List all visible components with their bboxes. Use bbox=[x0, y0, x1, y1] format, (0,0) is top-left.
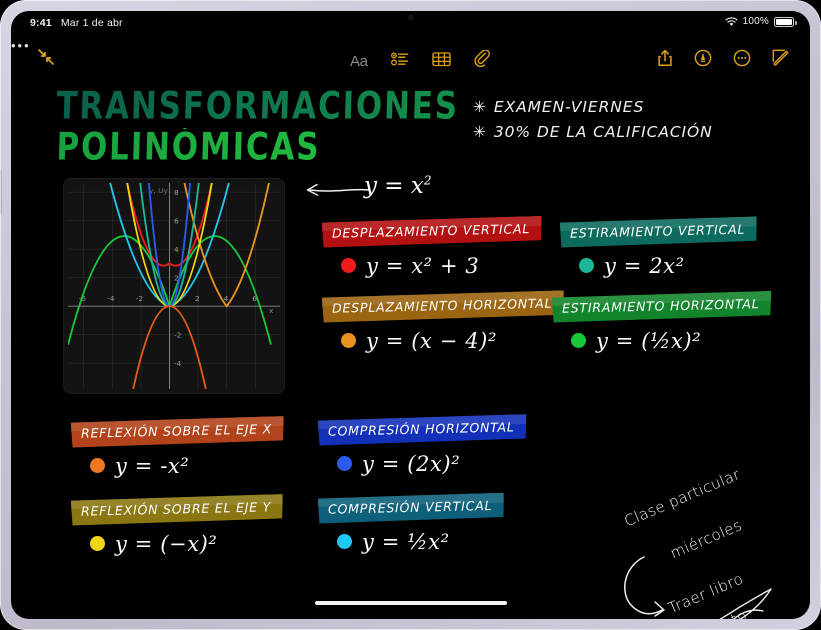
color-dot bbox=[341, 258, 356, 273]
equation-row: y = (½x)² bbox=[552, 329, 772, 353]
notes-toolbar: ••• Aa bbox=[11, 37, 810, 75]
equation-row: y = x² + 3 bbox=[322, 254, 542, 278]
battery-percent: 100% bbox=[742, 16, 769, 27]
card-desplazamiento-horizontal[interactable]: DESPLAZAMIENTO HORIZONTAL y = (x − 4)² bbox=[322, 296, 564, 353]
banner-desplazamiento-vertical: DESPLAZAMIENTO VERTICAL bbox=[322, 216, 543, 248]
equation-text: y = 2x² bbox=[604, 253, 685, 278]
color-dot bbox=[341, 333, 356, 348]
title-line-1: TRANSFORMACIONES bbox=[55, 84, 460, 129]
toolbar-center-group: Aa bbox=[350, 49, 491, 73]
status-bar-left: 9:41 Mar 1 de abr bbox=[30, 17, 123, 29]
equation-text: y = -x² bbox=[115, 453, 190, 478]
ytick-label: 8 bbox=[174, 188, 179, 197]
tablet-screen: 9:41 Mar 1 de abr 100% bbox=[11, 11, 810, 619]
handwritten-note[interactable]: Clase particular miércoles Traer libro d… bbox=[611, 465, 810, 619]
color-dot bbox=[90, 536, 105, 551]
card-compresion-vertical[interactable]: COMPRESIÓN VERTICAL y = ½x² bbox=[318, 497, 504, 554]
xtick-label: -2 bbox=[136, 294, 143, 303]
exam-note-line: ✳ EXAMEN-VIERNES bbox=[473, 98, 645, 116]
ytick-label: -2 bbox=[174, 330, 181, 339]
status-bar-right: 100% bbox=[725, 16, 797, 27]
table-icon[interactable] bbox=[431, 51, 451, 72]
card-estiramiento-vertical[interactable]: ESTIRAMIENTO VERTICAL y = 2x² bbox=[560, 221, 757, 278]
battery-icon bbox=[774, 16, 797, 27]
ytick-label: 4 bbox=[174, 245, 179, 254]
parabola-graph[interactable]: -6 -4 -2 2 4 6 8 6 4 2 -2 -4 y, Uy x bbox=[64, 179, 284, 393]
x-axis-label: x bbox=[269, 306, 274, 315]
banner-reflexion-eje-y: REFLEXIÓN SOBRE EL EJE Y bbox=[71, 494, 284, 525]
banner-reflexion-eje-x: REFLEXIÓN SOBRE EL EJE X bbox=[71, 416, 285, 448]
ytick-label: 2 bbox=[174, 273, 179, 282]
xtick-label: 4 bbox=[224, 294, 229, 303]
compose-icon[interactable] bbox=[772, 49, 790, 72]
note-canvas[interactable]: TRANSFORMACIONES POLINÓMICAS ✳ EXAMEN-VIE… bbox=[11, 75, 810, 619]
home-indicator[interactable] bbox=[314, 601, 507, 605]
card-estiramiento-horizontal[interactable]: ESTIRAMIENTO HORIZONTAL y = (½x)² bbox=[552, 296, 772, 353]
equation-row: y = (x − 4)² bbox=[322, 329, 564, 353]
exam-notes: ✳ EXAMEN-VIERNES ✳ 30% DE LA CALIFICACIÓN bbox=[473, 95, 713, 145]
equation-row: y = 2x² bbox=[560, 254, 757, 278]
equation-row: y = -x² bbox=[71, 454, 284, 478]
curve-desplazamiento-horizontal bbox=[183, 183, 270, 308]
wifi-icon bbox=[725, 16, 738, 26]
equation-text: y = x² + 3 bbox=[366, 253, 480, 278]
card-desplazamiento-vertical[interactable]: DESPLAZAMIENTO VERTICAL y = x² + 3 bbox=[322, 221, 542, 278]
equation-row: y = (2x)² bbox=[318, 452, 527, 476]
banner-compresion-vertical: COMPRESIÓN VERTICAL bbox=[318, 493, 505, 524]
equation-text: y = (−x)² bbox=[115, 531, 218, 556]
text-format-button[interactable]: Aa bbox=[350, 53, 368, 70]
color-dot bbox=[571, 333, 586, 348]
note-title: TRANSFORMACIONES POLINÓMICAS bbox=[55, 84, 460, 170]
volume-button[interactable] bbox=[0, 170, 2, 214]
curve-reflexion-eje-x bbox=[132, 305, 207, 389]
share-icon[interactable] bbox=[657, 49, 673, 72]
base-function-label: y = x2 bbox=[364, 173, 432, 199]
collapse-arrows-icon[interactable] bbox=[35, 46, 57, 73]
card-reflexion-eje-y[interactable]: REFLEXIÓN SOBRE EL EJE Y y = (−x)² bbox=[71, 499, 283, 556]
card-compresion-horizontal[interactable]: COMPRESIÓN HORIZONTAL y = (2x)² bbox=[318, 419, 527, 476]
banner-estiramiento-horizontal: ESTIRAMIENTO HORIZONTAL bbox=[552, 291, 772, 323]
equation-text: y = (2x)² bbox=[362, 451, 461, 476]
color-dot bbox=[337, 456, 352, 471]
base-function-annotation: y = x2 bbox=[301, 171, 461, 215]
equation-row: y = (−x)² bbox=[71, 532, 283, 556]
title-line-2: POLINÓMICAS bbox=[56, 126, 460, 170]
y-axis-label: y, Uy bbox=[149, 186, 168, 195]
banner-label: COMPRESIÓN VERTICAL bbox=[327, 497, 493, 517]
curve-desplazamiento-vertical bbox=[126, 183, 213, 267]
equation-text: y = (x − 4)² bbox=[366, 328, 497, 353]
xtick-label: 6 bbox=[252, 294, 257, 303]
status-time: 9:41 bbox=[30, 17, 52, 29]
more-ellipsis-icon[interactable] bbox=[733, 49, 751, 72]
asterisk-icon: ✳ bbox=[473, 98, 487, 116]
front-camera bbox=[408, 15, 413, 20]
banner-estiramiento-vertical: ESTIRAMIENTO VERTICAL bbox=[560, 216, 758, 247]
color-dot bbox=[90, 458, 105, 473]
equation-row: y = ½x² bbox=[318, 530, 504, 554]
color-dot bbox=[337, 534, 352, 549]
xtick-label: 2 bbox=[195, 294, 200, 303]
card-reflexion-eje-x[interactable]: REFLEXIÓN SOBRE EL EJE X y = -x² bbox=[71, 421, 284, 478]
toolbar-right-group bbox=[657, 49, 790, 72]
status-bar: 9:41 Mar 1 de abr 100% bbox=[11, 11, 810, 37]
banner-compresion-horizontal: COMPRESIÓN HORIZONTAL bbox=[318, 414, 527, 445]
exam-note-line: ✳ 30% DE LA CALIFICACIÓN bbox=[473, 123, 713, 141]
markup-pen-icon[interactable] bbox=[694, 49, 712, 72]
color-dot bbox=[579, 258, 594, 273]
ytick-label: -4 bbox=[174, 359, 182, 368]
more-dots-icon[interactable]: ••• bbox=[11, 38, 31, 53]
equation-text: y = ½x² bbox=[362, 529, 450, 554]
asterisk-icon: ✳ bbox=[473, 123, 487, 141]
ytick-label: 6 bbox=[174, 216, 179, 225]
equation-text: y = (½x)² bbox=[596, 328, 702, 353]
banner-desplazamiento-horizontal: DESPLAZAMIENTO HORIZONTAL bbox=[322, 290, 565, 322]
checklist-icon[interactable] bbox=[390, 51, 409, 72]
xtick-label: -4 bbox=[107, 294, 115, 303]
paperclip-icon[interactable] bbox=[473, 49, 491, 73]
status-date: Mar 1 de abr bbox=[60, 17, 123, 29]
